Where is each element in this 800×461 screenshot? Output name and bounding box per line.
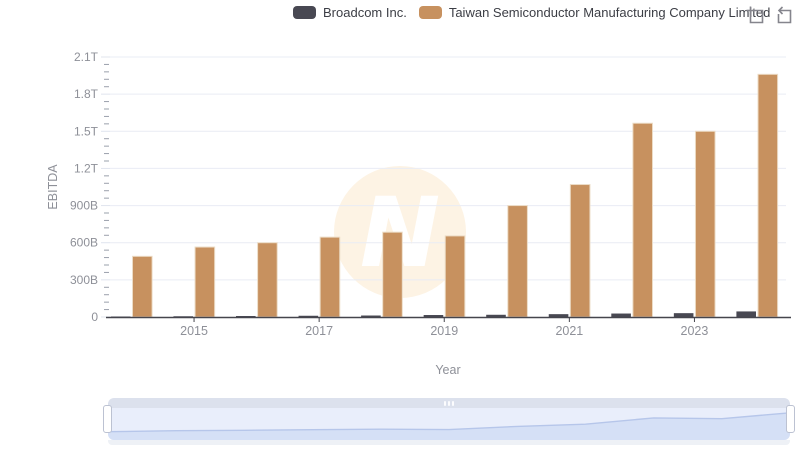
- navigator-grip-icon: [452, 400, 454, 406]
- navigator-frame: [108, 398, 790, 440]
- navigator-grip-icon: [448, 400, 450, 406]
- bar-tsmc-2019[interactable]: [444, 235, 466, 318]
- navigator-scrollbar[interactable]: [108, 398, 790, 408]
- bar-broadcom-2020[interactable]: [486, 314, 506, 317]
- x-tick-label: 2021: [555, 324, 583, 338]
- y-axis-title: EBITDA: [46, 164, 60, 210]
- navigator-right-handle[interactable]: [786, 405, 795, 433]
- bar-tsmc-2017[interactable]: [319, 236, 341, 318]
- bar-tsmc-2021[interactable]: [569, 184, 591, 318]
- navigator-area-line: [108, 412, 790, 433]
- y-tick-label: 1.2T: [74, 161, 99, 175]
- y-tick-label: 300B: [70, 273, 98, 287]
- bar-tsmc-2023[interactable]: [694, 130, 716, 318]
- bar-tsmc-2018[interactable]: [382, 231, 403, 318]
- bar-broadcom-2019[interactable]: [423, 315, 444, 317]
- x-axis-title: Year: [435, 363, 461, 377]
- navigator-area[interactable]: [108, 408, 790, 440]
- navigator-left-handle[interactable]: [103, 405, 112, 433]
- bar-broadcom-2024[interactable]: [736, 311, 756, 317]
- reset-zoom-icon: [773, 5, 793, 25]
- y-tick-label: 900B: [70, 199, 98, 213]
- navigator-area-fill: [108, 412, 790, 440]
- chart-legend: Broadcom Inc. Taiwan Semiconductor Manuf…: [293, 5, 770, 20]
- bar-broadcom-2021[interactable]: [548, 314, 569, 317]
- bar-broadcom-2015[interactable]: [173, 316, 194, 317]
- bar-tsmc-2020[interactable]: [507, 205, 528, 318]
- y-tick-label: 2.1T: [74, 50, 99, 64]
- bar-tsmc-2022[interactable]: [632, 122, 654, 318]
- x-tick-label: 2017: [305, 324, 333, 338]
- legend-item-tsmc[interactable]: Taiwan Semiconductor Manufacturing Compa…: [418, 5, 771, 20]
- legend-label-broadcom: Broadcom Inc.: [323, 5, 407, 20]
- y-tick-label: 0: [91, 310, 98, 324]
- x-tick-label: 2015: [180, 324, 208, 338]
- bar-tsmc-2014[interactable]: [132, 255, 153, 318]
- bar-tsmc-2016[interactable]: [257, 242, 278, 318]
- y-tick-label: 1.5T: [74, 124, 99, 138]
- legend-label-tsmc: Taiwan Semiconductor Manufacturing Compa…: [448, 5, 771, 20]
- bar-broadcom-2023[interactable]: [673, 313, 694, 317]
- navigator-bottom-track: [108, 440, 790, 445]
- navigator: [103, 398, 795, 445]
- bar-tsmc-2015[interactable]: [194, 246, 216, 318]
- x-tick-label: 2023: [681, 324, 709, 338]
- zoom-selection-icon: [745, 5, 765, 25]
- zoom-selection-button[interactable]: [744, 4, 766, 26]
- y-tick-label: 1.8T: [74, 87, 99, 101]
- reset-zoom-button[interactable]: [772, 4, 794, 26]
- x-tick-label: 2019: [430, 324, 458, 338]
- bar-broadcom-2018[interactable]: [361, 315, 381, 317]
- ebitda-bar-chart: N0300B600B900B1.2T1.5T1.8T2.1T2015201720…: [46, 50, 791, 338]
- broadcom-legend-swatch-icon: [293, 6, 316, 19]
- y-tick-label: 600B: [70, 236, 98, 250]
- navigator-grip-icon: [444, 400, 446, 406]
- bar-broadcom-2016[interactable]: [236, 316, 256, 317]
- legend-item-broadcom[interactable]: Broadcom Inc.: [293, 5, 407, 20]
- bar-broadcom-2017[interactable]: [298, 315, 319, 317]
- bar-tsmc-2024[interactable]: [757, 73, 779, 318]
- tsmc-legend-swatch-icon: [418, 6, 442, 19]
- chart-toolbar: [744, 4, 794, 26]
- bar-broadcom-2022[interactable]: [611, 313, 631, 317]
